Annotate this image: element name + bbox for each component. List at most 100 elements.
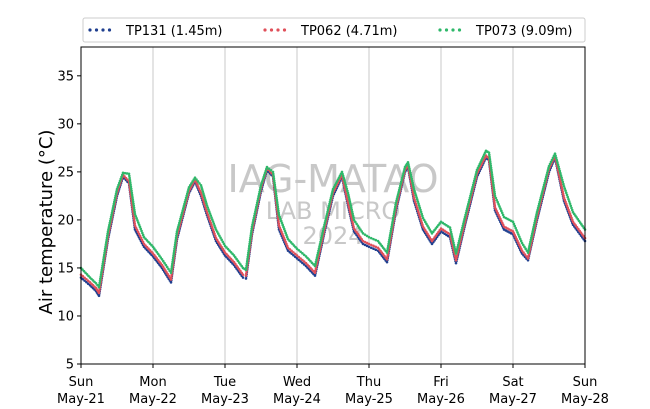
data-point — [493, 192, 497, 196]
data-point — [415, 198, 419, 201]
data-point — [345, 187, 349, 191]
data-point — [536, 208, 539, 212]
data-point — [493, 194, 497, 198]
data-point — [534, 215, 538, 218]
data-point — [458, 235, 462, 238]
data-point — [100, 268, 104, 272]
data-point — [542, 185, 545, 189]
data-point — [351, 214, 355, 218]
data-point — [493, 201, 496, 205]
data-point — [314, 269, 317, 272]
data-point — [567, 210, 571, 214]
data-point — [252, 218, 255, 222]
data-point — [526, 251, 530, 254]
data-point — [355, 222, 358, 226]
data-point — [131, 197, 135, 201]
data-point — [394, 201, 398, 204]
data-point — [518, 237, 522, 241]
data-point — [525, 255, 528, 258]
data-point — [359, 236, 362, 239]
x-tick-label-day: Thu — [356, 375, 381, 390]
data-point — [413, 200, 417, 204]
data-point — [408, 169, 412, 172]
data-point — [244, 268, 248, 272]
data-point — [248, 242, 251, 246]
data-point — [329, 198, 332, 201]
data-point — [389, 231, 392, 235]
data-point — [347, 203, 350, 207]
data-point — [470, 187, 474, 191]
data-point — [112, 202, 116, 206]
data-point — [136, 230, 140, 234]
data-point — [419, 208, 422, 212]
data-point — [273, 185, 277, 189]
data-point — [175, 232, 178, 235]
data-point — [385, 251, 389, 254]
data-point — [326, 208, 330, 212]
data-point — [560, 185, 564, 189]
data-point — [99, 272, 103, 276]
data-point — [427, 226, 430, 229]
data-point — [128, 174, 131, 178]
data-point — [200, 186, 203, 189]
legend-marker — [276, 28, 280, 32]
data-point — [419, 217, 422, 220]
data-point — [272, 174, 275, 178]
data-point — [103, 251, 106, 255]
x-tick-label-date: May-26 — [417, 392, 465, 407]
data-point — [139, 236, 143, 240]
data-point — [564, 202, 568, 206]
data-point — [491, 175, 494, 178]
data-point — [216, 232, 220, 235]
data-point — [190, 182, 193, 185]
data-point — [204, 206, 207, 210]
data-point — [315, 258, 318, 261]
data-point — [531, 227, 535, 231]
data-point — [395, 197, 399, 200]
data-point — [393, 205, 397, 209]
data-point — [338, 174, 342, 178]
data-point — [538, 198, 542, 201]
data-point — [246, 255, 250, 259]
data-point — [470, 190, 473, 193]
data-point — [520, 249, 524, 252]
data-point — [170, 269, 173, 272]
data-point — [254, 207, 258, 211]
data-point — [415, 206, 419, 210]
data-point — [540, 192, 544, 195]
data-point — [562, 182, 565, 186]
data-point — [490, 168, 493, 172]
x-tick-label-day: Fri — [433, 375, 449, 390]
data-point — [450, 232, 453, 236]
data-point — [363, 240, 367, 244]
data-point — [264, 169, 267, 173]
data-point — [205, 202, 208, 205]
data-point — [408, 167, 411, 170]
data-point — [180, 213, 183, 216]
legend-marker — [107, 28, 112, 32]
data-point — [181, 209, 185, 212]
data-point — [274, 187, 277, 191]
data-point — [283, 229, 287, 233]
data-point — [564, 191, 568, 195]
plot-frame — [80, 46, 586, 365]
data-point — [130, 191, 134, 195]
data-point — [108, 223, 111, 227]
data-point — [349, 212, 352, 215]
data-point — [316, 253, 319, 257]
data-point — [488, 160, 492, 163]
x-tick-label-date: May-22 — [129, 392, 177, 407]
data-point — [114, 194, 117, 197]
data-point — [295, 257, 299, 260]
watermark-line-2: LAB MICRO — [266, 197, 401, 225]
data-point — [535, 213, 538, 216]
data-point — [391, 220, 394, 224]
data-point — [570, 216, 573, 220]
data-point — [348, 197, 351, 201]
data-point — [398, 184, 402, 188]
data-point — [351, 212, 354, 215]
data-point — [129, 187, 133, 190]
data-point — [330, 194, 333, 197]
data-point — [532, 223, 536, 227]
data-point — [290, 252, 293, 256]
